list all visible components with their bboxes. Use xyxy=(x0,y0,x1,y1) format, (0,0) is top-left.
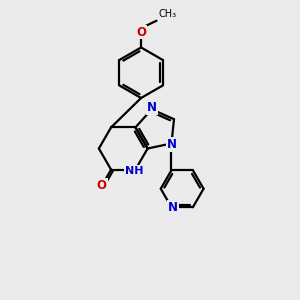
Text: O: O xyxy=(97,179,107,192)
Text: N: N xyxy=(167,138,176,152)
Text: O: O xyxy=(136,26,146,38)
Text: CH₃: CH₃ xyxy=(158,9,176,19)
Text: N: N xyxy=(147,101,157,114)
Text: NH: NH xyxy=(125,166,143,176)
Text: N: N xyxy=(168,201,178,214)
